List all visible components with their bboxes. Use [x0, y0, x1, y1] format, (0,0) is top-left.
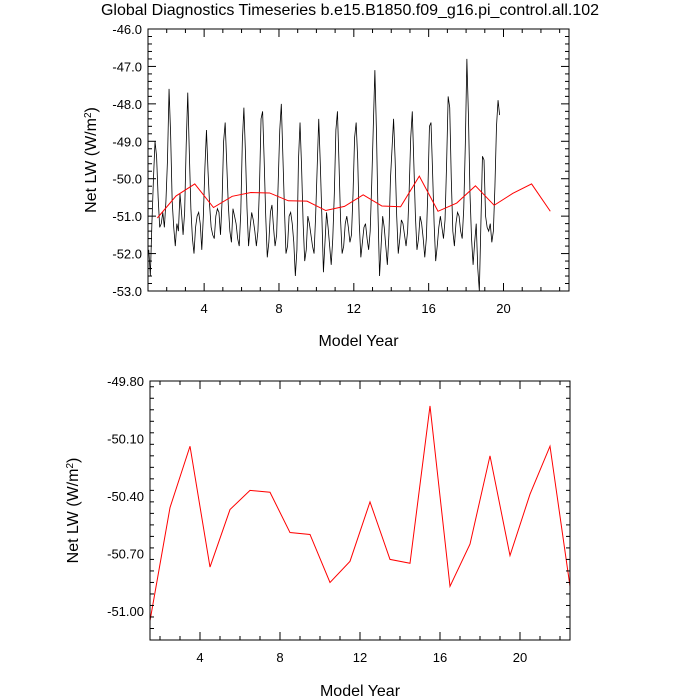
y-tick-label: -51.0 — [112, 209, 142, 224]
y-tick-label: -53.0 — [112, 284, 142, 299]
series-annual-line — [150, 405, 570, 621]
y-tick-label: -52.0 — [112, 247, 142, 262]
y-tick-label: -50.40 — [107, 489, 144, 504]
y-tick-label: -49.80 — [107, 374, 144, 389]
page-title: Global Diagnostics Timeseries b.e15.B185… — [100, 2, 600, 19]
y-axis-title: Net LW (W/m2) — [65, 458, 83, 564]
y-tick-label: -51.00 — [107, 604, 144, 619]
x-axis-title: Model Year — [318, 333, 399, 350]
x-tick-label: 12 — [347, 301, 361, 316]
plot-frame — [147, 28, 570, 292]
x-axis-title: Model Year — [320, 683, 401, 700]
x-tick-label: 4 — [196, 650, 203, 665]
y-tick-label: -46.0 — [112, 22, 142, 37]
x-tick-label: 8 — [275, 301, 282, 316]
x-tick-label: 20 — [513, 650, 527, 665]
plot-frame — [149, 380, 571, 641]
y-tick-label: -48.0 — [112, 97, 142, 112]
x-tick-label: 12 — [353, 650, 367, 665]
x-tick-label: 20 — [496, 301, 510, 316]
x-tick-label: 16 — [421, 301, 435, 316]
chart-bottom: 4 8 12 16 20 -51.00 -50.70 -50.40 -50.10 -49.80 Mo… — [65, 374, 571, 700]
y-axis-title: Net LW (W/m2) — [83, 107, 101, 213]
y-tick-label: -49.0 — [112, 134, 142, 149]
x-tick-label: 4 — [201, 301, 208, 316]
x-tick-label: 16 — [433, 650, 447, 665]
y-tick-label: -50.10 — [107, 432, 144, 447]
y-tick-label: -47.0 — [112, 59, 142, 74]
series-monthly-line — [148, 58, 501, 291]
y-tick-label: -50.70 — [107, 547, 144, 562]
series-annual-line — [156, 175, 551, 219]
chart-top: 4 8 12 16 20 -53.0 -52.0 -51.0 -50.0 -49.0 -48.0 -4… — [83, 22, 570, 350]
y-tick-label: -50.0 — [112, 172, 142, 187]
x-tick-label: 8 — [276, 650, 283, 665]
